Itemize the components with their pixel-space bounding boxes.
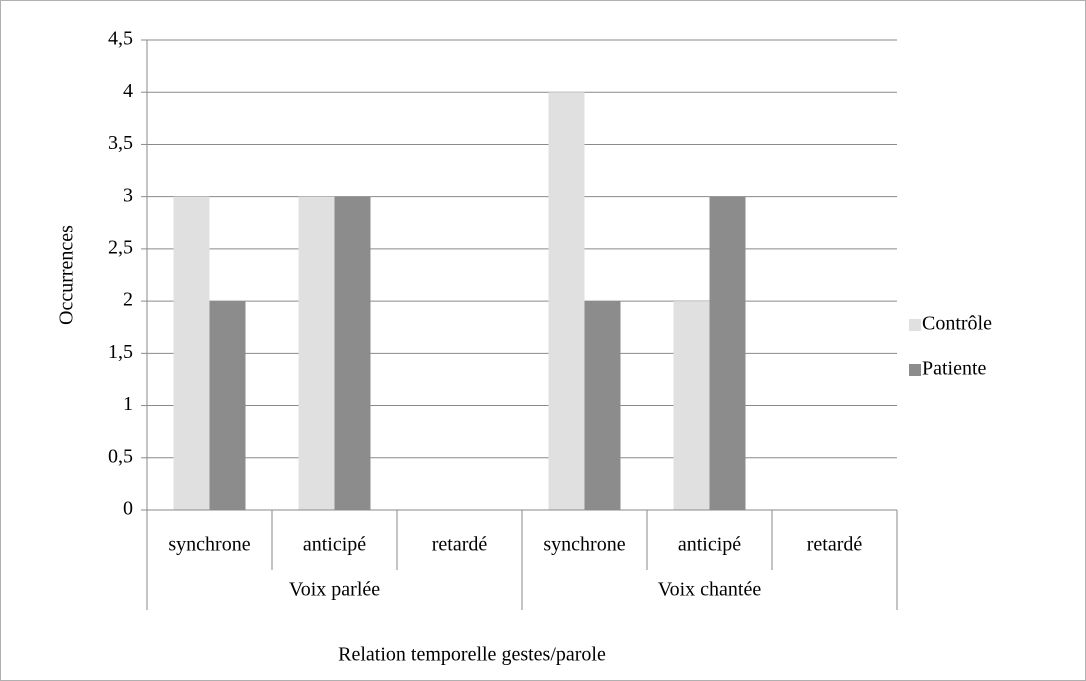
y-tick-label: 2 [123, 289, 133, 311]
y-tick-label: 3,5 [108, 132, 133, 154]
y-axis-title: Occurrences [56, 225, 78, 325]
x-tick-label: anticipé [678, 534, 741, 556]
bar [209, 301, 246, 510]
y-tick-label: 4 [123, 80, 133, 102]
y-tick-label: 2,5 [108, 236, 133, 258]
x-tick-label: anticipé [303, 534, 366, 556]
bar [298, 196, 335, 510]
bar [548, 92, 585, 510]
y-tick-label: 3 [123, 184, 133, 206]
legend-label: Patiente [922, 358, 987, 380]
x-tick-label: retardé [432, 534, 488, 556]
bar [173, 196, 210, 510]
y-tick-label: 0 [123, 498, 133, 520]
y-tick-label: 4,5 [108, 28, 133, 50]
x-axis-title: Relation temporelle gestes/parole [338, 644, 606, 666]
x-tick-label: synchrone [168, 534, 250, 556]
x-tick-label: synchrone [543, 534, 625, 556]
legend-label: Contrôle [922, 313, 992, 335]
bar [709, 196, 746, 510]
bar [673, 301, 710, 510]
y-tick-label: 1,5 [108, 341, 133, 363]
bar [334, 196, 371, 510]
x-tick-label: retardé [807, 534, 863, 556]
group-label: Voix chantée [658, 579, 762, 601]
bar [584, 301, 621, 510]
legend-swatch [909, 364, 921, 376]
group-label: Voix parlée [289, 579, 380, 601]
y-tick-label: 0,5 [108, 445, 133, 467]
y-tick-label: 1 [123, 393, 133, 415]
legend-swatch [909, 319, 921, 331]
